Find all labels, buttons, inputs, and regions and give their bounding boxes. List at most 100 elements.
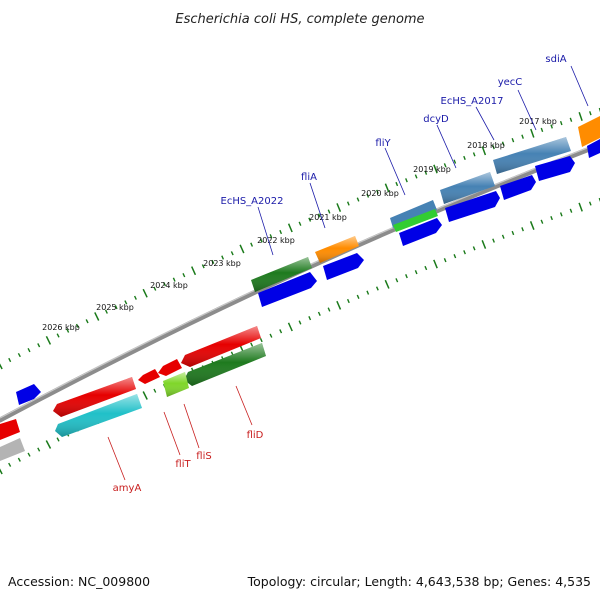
gene-label-yecC[interactable]: yecC [498, 77, 523, 88]
minor-tick [317, 311, 321, 316]
gene-label-dcyD[interactable]: dcyD [423, 114, 449, 125]
gene-fwd-4[interactable] [399, 218, 442, 246]
minor-tick [395, 278, 399, 283]
gene-fwd-3[interactable] [500, 175, 536, 200]
gene-fwd-5[interactable] [323, 253, 364, 280]
major-tick [433, 259, 438, 269]
minor-tick [104, 309, 108, 314]
gene-fwd-2[interactable] [535, 156, 575, 181]
minor-tick [405, 178, 408, 183]
gene-label-fliA[interactable]: fliA [301, 172, 317, 183]
minor-tick [375, 286, 379, 291]
minor-tick [589, 111, 592, 116]
gene-fliY-green[interactable] [393, 209, 438, 232]
major-tick [45, 440, 52, 449]
forward-gene-features [16, 116, 600, 405]
minor-tick [308, 316, 312, 321]
minor-tick [56, 333, 60, 338]
minor-tick [27, 347, 31, 353]
minor-tick [66, 328, 70, 333]
minor-tick [269, 234, 273, 239]
gene-rev-5[interactable] [0, 438, 25, 461]
tick-label: 2024 kbp [150, 281, 188, 290]
minor-tick [124, 300, 128, 305]
minor-tick [163, 282, 167, 287]
minor-tick [230, 251, 234, 256]
tick-label: 2018 kbp [467, 141, 505, 150]
gene-sdiA[interactable] [578, 116, 600, 147]
minor-tick [405, 274, 408, 279]
minor-tick [37, 447, 41, 452]
major-tick [578, 111, 583, 122]
map-title: Escherichia coli HS, complete genome [175, 12, 424, 27]
major-tick [530, 128, 535, 138]
major-tick [94, 312, 100, 321]
gene-label-fliY[interactable]: fliY [375, 138, 391, 149]
minor-tick [414, 174, 418, 179]
minor-tick [356, 197, 360, 202]
gene-dcyD[interactable] [445, 191, 500, 222]
minor-tick [356, 294, 360, 299]
minor-tick [569, 117, 573, 122]
gene-label-fliD[interactable]: fliD [247, 430, 264, 441]
tick-label: 2026 kbp [42, 323, 80, 332]
major-tick [384, 183, 390, 193]
minor-tick [376, 189, 379, 194]
gene-label-sdiA[interactable]: sdiA [545, 54, 566, 65]
gene-label-EcHS_A2017[interactable]: EcHS_A2017 [441, 96, 504, 107]
minor-tick [463, 155, 466, 161]
gene-fliT[interactable] [158, 359, 182, 376]
minor-tick [327, 307, 331, 312]
minor-tick [37, 343, 41, 348]
minor-tick [366, 193, 370, 198]
minor-tick [8, 462, 12, 467]
tick-label: 2020 kbp [361, 189, 399, 198]
gene-label-fliT[interactable]: fliT [175, 459, 191, 470]
gene-fwd-7[interactable] [16, 384, 41, 405]
tick-label: 2025 kbp [96, 303, 134, 312]
gene-fwd-1[interactable] [587, 139, 600, 158]
minor-tick [75, 323, 79, 329]
minor-tick [298, 320, 302, 325]
minor-tick [85, 319, 89, 324]
minor-tick [211, 259, 215, 264]
major-tick [384, 279, 390, 289]
minor-tick [17, 457, 21, 462]
gene-label-amyA[interactable]: amyA [113, 483, 142, 494]
minor-tick [346, 298, 350, 304]
tick-label: 2022 kbp [257, 236, 295, 245]
minor-tick [453, 254, 457, 259]
minor-tick [346, 201, 350, 206]
minor-tick [395, 181, 399, 187]
gene-rev-4[interactable] [0, 419, 20, 440]
minor-tick [308, 217, 312, 222]
major-tick [0, 363, 3, 370]
minor-tick [492, 145, 495, 150]
minor-tick [317, 213, 321, 218]
minor-tick [17, 352, 21, 358]
minor-tick [133, 295, 137, 300]
minor-tick [250, 242, 254, 247]
reverse-gene-features [0, 326, 266, 461]
genome-summary-text: Topology: circular; Length: 4,643,538 bp… [247, 574, 591, 589]
accession-text: Accession: NC_009800 [8, 574, 150, 589]
label-leader-lines [107, 65, 589, 481]
gene-fliY[interactable] [390, 200, 437, 228]
minor-tick [492, 238, 495, 243]
gene-fwd-6[interactable] [258, 272, 317, 307]
outer-tick-ring [0, 107, 600, 370]
gene-label-EcHS_A2022[interactable]: EcHS_A2022 [221, 196, 284, 207]
minor-tick [559, 120, 563, 126]
minor-tick [153, 286, 157, 291]
inner-tick-ring [0, 197, 600, 475]
minor-tick [182, 273, 186, 278]
minor-tick [424, 170, 428, 175]
gene-label-fliS[interactable]: fliS [196, 451, 211, 462]
tick-label: 2023 kbp [203, 259, 241, 268]
minor-tick [153, 388, 157, 393]
major-tick [336, 203, 342, 212]
gene-rev-2[interactable] [138, 369, 160, 384]
minor-tick [279, 329, 283, 334]
minor-tick [550, 124, 553, 129]
